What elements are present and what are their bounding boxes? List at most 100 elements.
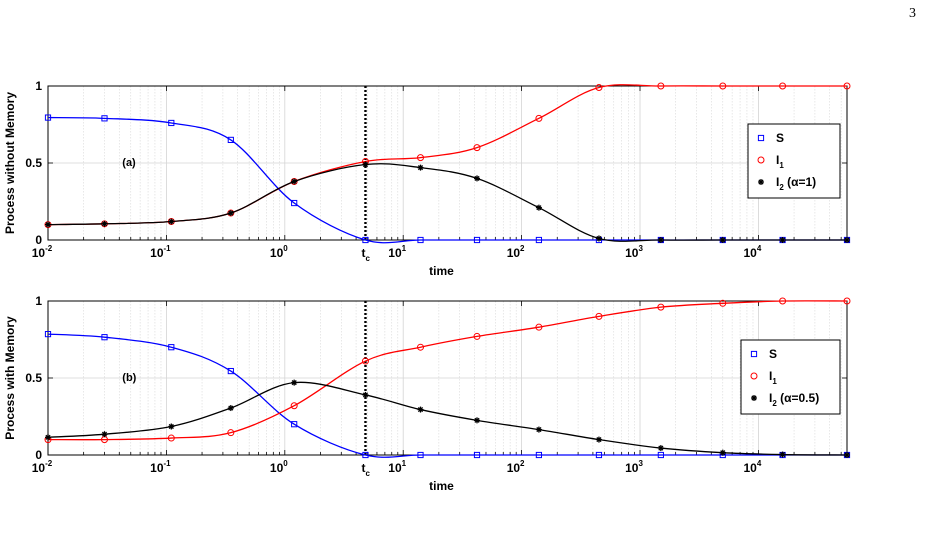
data-point bbox=[779, 82, 787, 90]
data-point bbox=[290, 402, 298, 410]
data-point bbox=[101, 334, 108, 341]
data-point bbox=[168, 423, 175, 430]
legend-entry: S bbox=[776, 131, 784, 145]
data-point bbox=[474, 417, 481, 424]
legend-marker bbox=[750, 350, 758, 358]
data-point bbox=[473, 332, 481, 340]
series-line bbox=[47, 116, 847, 244]
data-point bbox=[45, 434, 51, 441]
y-tick-label: 0.5 bbox=[25, 371, 42, 385]
data-point bbox=[417, 451, 424, 459]
data-point bbox=[719, 449, 726, 456]
data-point bbox=[227, 136, 234, 144]
y-tick-label: 0 bbox=[35, 233, 42, 247]
data-point bbox=[101, 220, 108, 227]
data-point bbox=[101, 431, 108, 438]
data-point bbox=[167, 434, 175, 442]
legend-entry: I2 (α=1) bbox=[776, 175, 816, 192]
data-point bbox=[362, 161, 369, 168]
legend-marker bbox=[751, 395, 757, 401]
data-point bbox=[291, 199, 298, 207]
legend-entry: S bbox=[769, 347, 777, 361]
data-point bbox=[843, 82, 851, 90]
data-point bbox=[844, 452, 850, 458]
legend-entry: I2 (α=0.5) bbox=[769, 391, 819, 408]
grid bbox=[47, 86, 847, 240]
series-I1 bbox=[44, 82, 851, 229]
y-tick-label: 0.5 bbox=[25, 156, 42, 170]
data-point bbox=[535, 236, 543, 244]
legend: S I1 I2 (α=0.5) bbox=[740, 339, 841, 415]
legend-entry: I1 bbox=[776, 153, 784, 170]
x-tick-label: 102 bbox=[507, 244, 525, 260]
series-line bbox=[47, 84, 847, 226]
data-point bbox=[417, 236, 424, 244]
data-point bbox=[657, 303, 665, 311]
data-point bbox=[844, 237, 850, 243]
data-point bbox=[843, 297, 851, 305]
data-point bbox=[657, 237, 664, 243]
data-point bbox=[657, 451, 664, 459]
data-point bbox=[535, 451, 543, 459]
series-I2 bbox=[45, 379, 850, 458]
data-point bbox=[44, 331, 52, 338]
chart-panel-b: 10-2 10-1 100 101 102 103 104 0 0.5 1 time Process … bbox=[3, 294, 851, 493]
x-tick-label: 103 bbox=[625, 244, 643, 260]
legend: S I1 I2 (α=1) bbox=[747, 123, 841, 199]
x-axis-label: time bbox=[429, 264, 454, 278]
data-point bbox=[657, 82, 665, 90]
data-point bbox=[535, 204, 542, 211]
data-point bbox=[168, 218, 175, 225]
y-tick-label: 1 bbox=[35, 294, 42, 308]
legend-marker bbox=[750, 372, 758, 380]
data-point bbox=[535, 426, 542, 433]
data-point bbox=[779, 237, 786, 243]
data-point bbox=[473, 236, 481, 244]
series-I1 bbox=[44, 297, 851, 444]
series-line bbox=[47, 333, 847, 458]
x-tick-label: 10-1 bbox=[150, 244, 171, 260]
chart-panel-a: 10-2 10-1 100 101 102 103 104 0 0.5 1 time Process … bbox=[3, 79, 851, 278]
data-point bbox=[719, 82, 727, 90]
x-tick-label: 10-1 bbox=[150, 459, 171, 475]
data-point bbox=[473, 451, 481, 459]
data-point bbox=[535, 114, 543, 122]
series-I2 bbox=[45, 161, 850, 243]
data-point bbox=[779, 451, 786, 458]
grid bbox=[47, 301, 847, 455]
legend-marker bbox=[757, 134, 765, 142]
series-line bbox=[47, 300, 848, 441]
data-point bbox=[168, 119, 175, 127]
x-tick-label: 103 bbox=[625, 459, 643, 475]
data-point bbox=[227, 210, 234, 217]
data-point bbox=[595, 451, 603, 459]
x-axis-label: time bbox=[429, 479, 454, 493]
data-point bbox=[535, 323, 543, 331]
series-line bbox=[47, 163, 847, 242]
x-tick-label: 100 bbox=[270, 244, 288, 260]
panel-label: (a) bbox=[122, 157, 136, 169]
data-point bbox=[101, 115, 108, 122]
data-point bbox=[474, 175, 481, 182]
data-point bbox=[168, 344, 175, 351]
legend-entry: I1 bbox=[769, 369, 777, 386]
data-point bbox=[291, 421, 298, 428]
data-point bbox=[45, 221, 51, 228]
y-tick-label: 1 bbox=[35, 79, 42, 93]
panel-label: (b) bbox=[122, 372, 136, 384]
data-point bbox=[719, 299, 727, 307]
series-line bbox=[47, 381, 848, 456]
tc-label: tc bbox=[361, 246, 370, 263]
legend-box bbox=[740, 339, 841, 415]
data-point bbox=[595, 235, 602, 242]
tc-label: tc bbox=[361, 461, 370, 478]
data-point bbox=[361, 357, 369, 365]
data-point bbox=[227, 405, 234, 412]
x-tick-label: 10-2 bbox=[32, 244, 53, 260]
data-point bbox=[227, 367, 234, 375]
data-point bbox=[595, 84, 603, 92]
x-tick-label: 104 bbox=[744, 459, 762, 475]
x-tick-label: 101 bbox=[388, 244, 406, 260]
data-point bbox=[44, 114, 52, 121]
